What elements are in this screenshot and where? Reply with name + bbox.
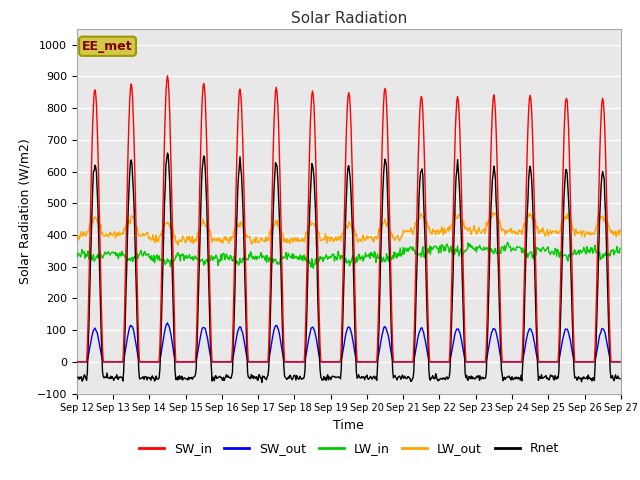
- SW_in: [83, 359, 90, 365]
- Legend: SW_in, SW_out, LW_in, LW_out, Rnet: SW_in, SW_out, LW_in, LW_out, Rnet: [134, 437, 564, 460]
- Rnet: [616, 376, 624, 382]
- Line: Rnet: Rnet: [77, 153, 620, 383]
- LW_in: [139, 253, 147, 259]
- SW_in: [415, 128, 423, 134]
- LW_in: [504, 240, 511, 245]
- Rnet: [164, 150, 172, 156]
- SW_in: [616, 359, 624, 365]
- Title: Solar Radiation: Solar Radiation: [291, 11, 407, 26]
- LW_in: [310, 265, 317, 271]
- LW_in: [431, 243, 439, 249]
- LW_in: [73, 253, 81, 259]
- SW_out: [616, 359, 624, 365]
- Rnet: [195, 293, 202, 299]
- LW_out: [73, 233, 81, 239]
- SW_in: [139, 359, 147, 365]
- SW_out: [83, 359, 90, 365]
- Rnet: [83, 378, 90, 384]
- Rnet: [223, 374, 231, 380]
- Rnet: [416, 179, 424, 184]
- SW_out: [139, 359, 147, 365]
- Line: SW_out: SW_out: [77, 323, 620, 362]
- X-axis label: Time: Time: [333, 419, 364, 432]
- SW_out: [415, 330, 423, 336]
- Rnet: [139, 374, 147, 380]
- Rnet: [258, 380, 266, 385]
- LW_out: [415, 216, 423, 221]
- Rnet: [73, 374, 81, 380]
- Y-axis label: Solar Radiation (W/m2): Solar Radiation (W/m2): [18, 138, 31, 284]
- LW_out: [616, 227, 624, 232]
- SW_in: [431, 359, 439, 365]
- LW_in: [415, 252, 423, 258]
- LW_out: [139, 231, 147, 237]
- Text: EE_met: EE_met: [82, 40, 133, 53]
- SW_out: [164, 320, 172, 326]
- LW_in: [83, 253, 90, 259]
- SW_in: [164, 73, 172, 79]
- SW_in: [195, 248, 202, 253]
- SW_out: [195, 345, 202, 351]
- LW_out: [83, 231, 90, 237]
- Line: LW_out: LW_out: [77, 212, 620, 245]
- SW_out: [223, 359, 231, 365]
- LW_out: [195, 228, 202, 234]
- LW_out: [431, 229, 439, 235]
- SW_out: [73, 359, 81, 365]
- SW_in: [73, 359, 81, 365]
- SW_out: [431, 359, 439, 365]
- LW_out: [174, 242, 182, 248]
- LW_out: [223, 236, 231, 241]
- LW_in: [194, 256, 202, 262]
- Rnet: [432, 371, 440, 376]
- LW_out: [489, 209, 497, 215]
- LW_in: [616, 245, 624, 251]
- LW_in: [223, 251, 230, 257]
- Line: SW_in: SW_in: [77, 76, 620, 362]
- Line: LW_in: LW_in: [77, 242, 620, 268]
- SW_in: [223, 359, 231, 365]
